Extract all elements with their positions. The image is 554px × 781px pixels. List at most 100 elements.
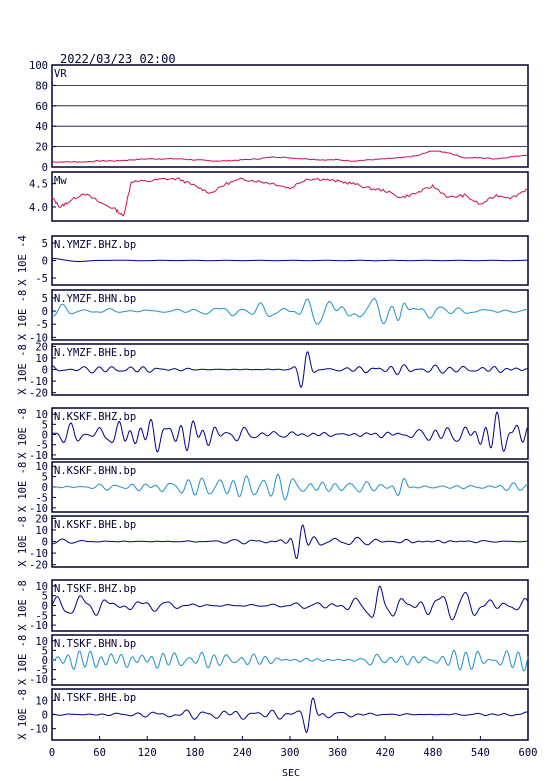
panel-label: N.TSKF.BHE.bp: [54, 692, 136, 704]
x-tick-label: 420: [376, 747, 395, 759]
scale-label: X 10E -4: [17, 235, 29, 286]
y-tick-label: 100: [29, 60, 48, 72]
series-line: [51, 298, 529, 325]
scale-label: X 10E -8: [17, 290, 29, 341]
series-line: [52, 351, 529, 388]
y-tick-label: -20: [29, 388, 48, 400]
y-tick-label: 5: [42, 419, 48, 431]
y-tick-label: 5: [42, 293, 48, 305]
series-line: [51, 649, 529, 672]
y-tick-label: 40: [35, 121, 48, 133]
y-tick-label: 0: [42, 537, 48, 549]
x-axis-label: SEC: [282, 768, 300, 779]
y-tick-label: 20: [35, 513, 48, 525]
y-tick-label: -5: [35, 610, 48, 622]
y-tick-label: -20: [29, 560, 48, 572]
panel-label: Mw: [54, 175, 67, 187]
series-line: [52, 697, 529, 734]
scale-labels: X 10E -4 X 10E -8 X 10E -8 X 10E -8 X 10E -8…: [17, 235, 29, 740]
panel-frame: [51, 171, 529, 222]
y-tick-label: 10: [35, 409, 48, 421]
y-tick-label: 10: [35, 461, 48, 473]
x-tick-label: 0: [49, 747, 55, 759]
y-tick-label: -5: [35, 492, 48, 504]
panel-label: VR: [54, 68, 67, 80]
y-tick-label: 10: [35, 353, 48, 365]
scale-label: X 10E -8: [17, 462, 29, 513]
x-tick-label: 300: [281, 747, 300, 759]
y-tick-label: -10: [29, 724, 48, 736]
scale-label: X 10E -8: [17, 408, 29, 459]
y-tick-label: 5: [42, 238, 48, 250]
panel-label: N.TSKF.BHN.bp: [54, 638, 136, 650]
y-tick-label: 0: [42, 256, 48, 268]
y-tick-label: 10: [35, 581, 48, 593]
panel-label: N.YMZF.BHE.bp: [54, 347, 136, 359]
y-tick-label: 0: [42, 655, 48, 667]
panel-label: N.TSKF.BHZ.bp: [54, 583, 136, 595]
y-tick-label: 60: [35, 101, 48, 113]
series-line: [51, 150, 529, 163]
y-tick-label: -10: [29, 548, 48, 560]
panel-n-ymzf-bhn-bp: -10-505 N.YMZF.BHN.bp: [29, 289, 529, 344]
x-tick-label: 360: [328, 747, 347, 759]
scale-label: X 10E -8: [17, 344, 29, 395]
panel-vr: 0 20 40 60 80 100 VR: [29, 60, 529, 174]
panel-n-tskf-bhe-bp: -10 0 10 N.TSKF.BHE.bp: [29, 688, 529, 741]
series-line: [51, 411, 529, 453]
y-tick-label: 4.0: [29, 202, 48, 214]
y-tick-label: 0: [42, 710, 48, 722]
x-tick-label: 60: [93, 747, 106, 759]
x-tick-label: 600: [519, 747, 538, 759]
x-tick-label: 240: [233, 747, 252, 759]
panel-frame: [51, 64, 529, 168]
y-tick-label: -5: [35, 440, 48, 452]
scale-label: X 10E -8: [17, 689, 29, 740]
panel-label: N.YMZF.BHN.bp: [54, 293, 136, 305]
series-line: [51, 473, 529, 501]
scale-label: X 10E -8: [17, 580, 29, 631]
y-tick-label: 5: [42, 645, 48, 657]
panel-label: N.KSKF.BHZ.bp: [54, 411, 136, 423]
x-tick-label: 120: [138, 747, 157, 759]
y-tick-label: 4.5: [29, 179, 48, 191]
scale-label: X 10E -8: [17, 516, 29, 567]
y-tick-label: -10: [29, 503, 48, 515]
y-tick-label: 5: [42, 472, 48, 484]
y-tick-label: -10: [29, 376, 48, 388]
series-line: [52, 524, 529, 559]
series-line: [51, 177, 529, 217]
y-tick-label: -10: [29, 450, 48, 462]
y-tick-label: -5: [35, 665, 48, 677]
y-tick-label: 0: [42, 365, 48, 377]
panel-mw: 4.0 4.5 Mw: [29, 171, 529, 222]
series-line: [52, 257, 528, 262]
y-tick-label: 0: [42, 306, 48, 318]
y-tick-label: -5: [35, 319, 48, 331]
scale-label: X 10E -8: [17, 635, 29, 686]
y-tick-label: 0: [42, 430, 48, 442]
y-tick-label: 10: [35, 525, 48, 537]
series-line: [51, 585, 529, 621]
y-tick-label: 20: [35, 142, 48, 154]
panel-label: N.YMZF.BHZ.bp: [54, 239, 136, 251]
y-tick-label: 0: [42, 482, 48, 494]
y-tick-label: -10: [29, 674, 48, 686]
y-tick-label: 80: [35, 80, 48, 92]
panel-n-ymzf-bhz-bp: -5 0 5 N.YMZF.BHZ.bp: [35, 235, 529, 286]
y-tick-label: -10: [29, 332, 48, 344]
y-tick-label: 0: [42, 601, 48, 613]
panel-frame: [51, 289, 529, 341]
y-tick-label: 5: [42, 591, 48, 603]
y-tick-label: 0: [42, 162, 48, 174]
x-axis: 0 60 120 180 240 300 360 420 480 540 600: [49, 736, 538, 759]
timestamp-title: 2022/03/23 02:00: [60, 52, 176, 66]
